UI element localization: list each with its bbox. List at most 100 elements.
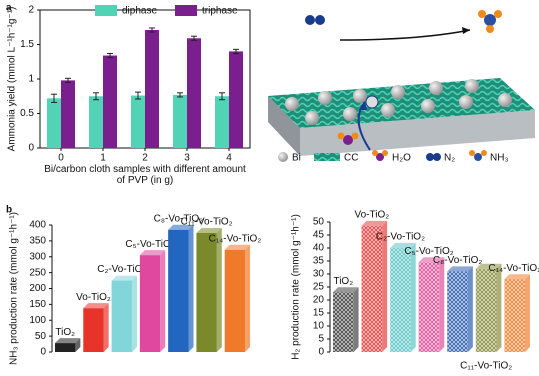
bar-side (160, 250, 166, 352)
bar-side (103, 303, 109, 352)
y-tick-label: 40 (313, 243, 325, 254)
bar (229, 51, 243, 148)
bar-hatch (361, 225, 383, 352)
bar-hatch (333, 292, 354, 352)
y-tick-label: 10 (313, 321, 325, 332)
bar (83, 308, 104, 352)
bar-side (131, 275, 137, 352)
bar-side (245, 244, 251, 352)
bar (89, 96, 103, 148)
y-tick-label: 50 (313, 217, 325, 228)
y-tick-label: 200 (29, 283, 46, 294)
panel-label: a (6, 3, 12, 14)
y-tick-label: 15 (313, 308, 325, 319)
bar-top (390, 243, 416, 248)
bar-hatch (390, 248, 411, 352)
bar-label: TiO₂ (333, 276, 353, 287)
x-tick-label: 3 (184, 153, 190, 164)
bar-side (467, 266, 473, 352)
y-axis-label: NH₃ production rate (mmol g⁻¹h⁻¹) (9, 212, 20, 365)
bar (131, 95, 145, 148)
x-tick-label: 0 (58, 153, 64, 164)
bar-top (168, 224, 194, 230)
bar-label: C₅-Vo-TiO₂ (125, 239, 174, 250)
y-tick-label: 250 (29, 267, 46, 278)
legend-label: triphase (202, 6, 238, 17)
y-tick-label: 2 (28, 5, 34, 16)
bar-label: TiO₂ (55, 327, 75, 338)
bar-top (224, 244, 251, 250)
bar-side (439, 257, 445, 352)
bar-label: C₅-Vo-TiO₂ (404, 246, 453, 257)
legend-label: H₂O (392, 153, 411, 164)
bar (173, 94, 187, 148)
y-tick-label: 50 (35, 331, 47, 342)
bar (55, 343, 76, 352)
bar-label: C₁₄-Vo-TiO₂ (488, 263, 539, 274)
bar-label: C₈-Vo-TiO₂ (433, 255, 482, 266)
y-tick-label: 5 (318, 334, 324, 345)
bar-hatch (418, 262, 440, 352)
legend-label: NH₃ (490, 153, 509, 164)
y-tick-label: 25 (313, 282, 325, 293)
bar-side (525, 274, 530, 352)
bar (224, 249, 246, 352)
bar-top (361, 220, 388, 226)
y-tick-label: 400 (29, 220, 46, 231)
panel-label: b (6, 205, 12, 216)
bar (215, 96, 229, 148)
bar-label: C₁₁-Vo-TiO₂ (181, 217, 233, 228)
bar-top (333, 287, 359, 293)
bar (187, 38, 201, 148)
bar-side (75, 338, 81, 352)
bar-label: Vo-TiO₂ (76, 292, 111, 303)
bar-label: C₁₁-Vo-TiO₂ (460, 361, 512, 372)
bar-hatch (504, 279, 525, 352)
bar-side (382, 220, 388, 352)
bar-top (447, 266, 473, 272)
y-tick-label: 0 (28, 143, 34, 154)
x-tick-label: 2 (142, 153, 148, 164)
y-tick-label: 0 (40, 347, 46, 358)
bar-side (410, 243, 416, 352)
legend-label: CC (344, 153, 358, 164)
bar-side (188, 224, 194, 352)
y-tick-label: 300 (29, 251, 46, 262)
y-tick-label: 0.5 (20, 108, 34, 119)
bar-side (353, 287, 359, 352)
bar-label: C₂-Vo-TiO₂ (97, 264, 146, 275)
bar (47, 98, 61, 148)
bar-label: Vo-TiO₂ (355, 210, 390, 221)
y-axis-label: H₂ production rate (mmol g⁻¹h⁻¹) (291, 214, 302, 360)
legend-label: diphase (122, 6, 157, 17)
bar-top (475, 263, 502, 269)
bar (139, 255, 161, 352)
bar-top (196, 227, 222, 233)
y-axis-label: Ammonia yield (mmol L⁻¹h⁻¹g⁻¹) (7, 7, 18, 152)
bar-side (216, 227, 222, 352)
bar (145, 30, 159, 148)
bar-side (496, 263, 502, 352)
x-tick-label: 1 (100, 153, 106, 164)
bar-label: C₂-Vo-TiO₂ (376, 232, 425, 243)
bar-top (55, 338, 81, 344)
x-tick-label: 4 (226, 153, 232, 164)
y-tick-label: 30 (313, 269, 325, 280)
legend-label: Bi (292, 153, 301, 164)
bar (196, 232, 217, 352)
bar (111, 280, 132, 352)
bar-top (139, 250, 166, 256)
legend-swatch (175, 5, 197, 16)
bar-label: C₈-Vo-TiO₂ (154, 213, 203, 224)
illustration (268, 10, 535, 162)
bar (168, 229, 189, 352)
bar-hatch (475, 268, 497, 352)
y-tick-label: 35 (313, 256, 325, 267)
y-tick-label: 350 (29, 236, 46, 247)
bar-hatch (447, 271, 468, 352)
bar-top (83, 303, 109, 309)
bar (103, 55, 117, 148)
y-tick-label: 45 (313, 230, 325, 241)
y-tick-label: 20 (313, 295, 325, 306)
